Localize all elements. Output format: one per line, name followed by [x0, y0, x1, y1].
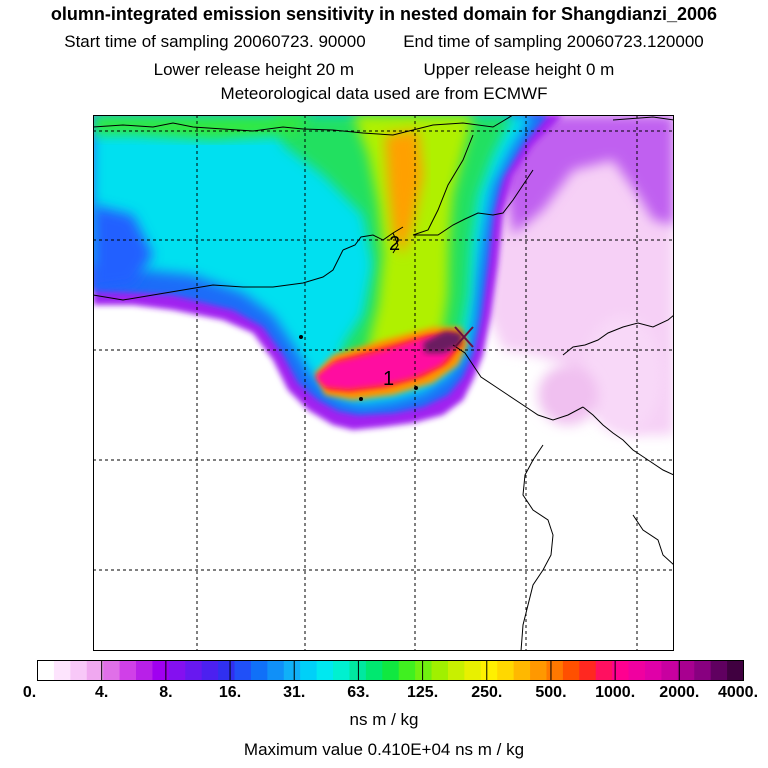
colorbar-cell	[562, 660, 580, 681]
station-dot	[299, 335, 303, 339]
colorbar-cell	[37, 660, 55, 681]
emission-sensitivity-map: 1 2	[93, 115, 674, 651]
station-dot	[359, 397, 363, 401]
colorbar-cell	[103, 660, 121, 681]
release-x-icon	[454, 326, 474, 348]
lower-release-label: Lower release height 20 m	[153, 60, 354, 79]
colorbar-cell	[70, 660, 88, 681]
pale-pink-patch	[583, 315, 663, 435]
colorbar-cell	[267, 660, 285, 681]
colorbar-cell	[168, 660, 186, 681]
colorbar-cell	[530, 660, 547, 681]
colorbar-tick-label: 250.	[471, 684, 503, 701]
violet-region-right	[503, 115, 674, 235]
colorbar-cell	[546, 660, 564, 681]
colorbar-cell	[447, 660, 465, 681]
colorbar-cells	[37, 660, 744, 681]
colorbar-tick-label: 8.	[159, 684, 173, 701]
colorbar-cell	[595, 660, 613, 681]
colorbar-tick-label: 16.	[218, 684, 242, 701]
colorbar-cell	[677, 660, 695, 681]
colorbar-cell	[431, 660, 449, 681]
colorbar-tick-label: 31.	[283, 684, 306, 701]
colorbar-tick-label: 4000.	[717, 684, 759, 701]
orange-streak	[385, 130, 423, 255]
colorbar-cell	[365, 660, 383, 681]
yellow-green-band	[353, 115, 473, 360]
annotation-1: 1	[383, 368, 394, 390]
max-value-label: Maximum value 0.410E+04 ns m / kg	[243, 740, 525, 759]
colorbar-cell	[497, 660, 515, 681]
colorbar-cell	[119, 660, 137, 681]
colorbar-cell	[628, 660, 646, 681]
colorbar-cell	[316, 660, 334, 681]
colorbar-tick-label: 4.	[95, 684, 109, 701]
colorbar-cell	[86, 660, 104, 681]
end-time-label: End time of sampling 20060723.120000	[403, 32, 704, 51]
colorbar-cell	[644, 660, 662, 681]
blue-patch-left	[93, 205, 153, 290]
colorbar-tick-label: 125.	[407, 684, 439, 701]
station-dot	[414, 386, 418, 390]
colorbar-cell	[480, 660, 498, 681]
colorbar-cell	[218, 660, 236, 681]
sensitivity-field	[93, 115, 674, 435]
colorbar-cell	[415, 660, 433, 681]
colorbar-cell	[579, 660, 597, 681]
start-time-label: Start time of sampling 20060723. 90000	[64, 32, 366, 51]
colorbar-cell	[710, 660, 728, 681]
colorbar-cell	[612, 660, 630, 681]
colorbar-cell	[513, 660, 531, 681]
coastlines	[93, 115, 674, 651]
colorbar-cell	[152, 660, 170, 681]
colorbar-cell	[136, 660, 153, 681]
colorbar-tick-label: 2000.	[659, 684, 700, 701]
release-heights: Lower release height 20 m Upper release …	[0, 60, 768, 80]
colorbar-cell	[53, 660, 71, 681]
colorbar-tick-label: 63.	[347, 684, 370, 701]
lat-lon-grid	[93, 115, 674, 651]
colorbar-cell	[694, 660, 712, 681]
colorbar-cell	[185, 660, 203, 681]
plot-title: olumn-integrated emission sensitivity in…	[50, 4, 718, 24]
colorbar-cell	[250, 660, 268, 681]
colorbar-cell	[398, 660, 416, 681]
sampling-times: Start time of sampling 20060723. 90000 E…	[0, 32, 768, 52]
map-frame	[93, 115, 674, 651]
colorbar-cell	[382, 660, 400, 681]
colorbar-cell	[283, 660, 301, 681]
upper-release-label: Upper release height 0 m	[423, 60, 615, 79]
colorbar-cell	[201, 660, 219, 681]
magenta-core	[315, 335, 453, 389]
colorbar-tick-label: 1000.	[595, 684, 636, 701]
colorbar-cell	[333, 660, 350, 681]
colorbar-cell	[727, 660, 744, 681]
colorbar-unit: ns m / kg	[349, 710, 419, 729]
colorbar-cell	[661, 660, 679, 681]
colorbar-cell	[300, 660, 318, 681]
colorbar-frame	[37, 660, 744, 681]
colorbar-cell	[234, 660, 252, 681]
colorbar-tick-label: 500.	[535, 684, 567, 701]
colorbar-cell	[464, 660, 482, 681]
met-data-label: Meteorological data used are from ECMWF	[220, 84, 548, 103]
colorbar-tick-label: 0.	[22, 684, 37, 701]
dark-purple-core	[423, 331, 463, 353]
colorbar	[37, 660, 744, 681]
annotation-2: 2	[389, 233, 400, 255]
pale-pink-patch-2	[538, 365, 598, 425]
